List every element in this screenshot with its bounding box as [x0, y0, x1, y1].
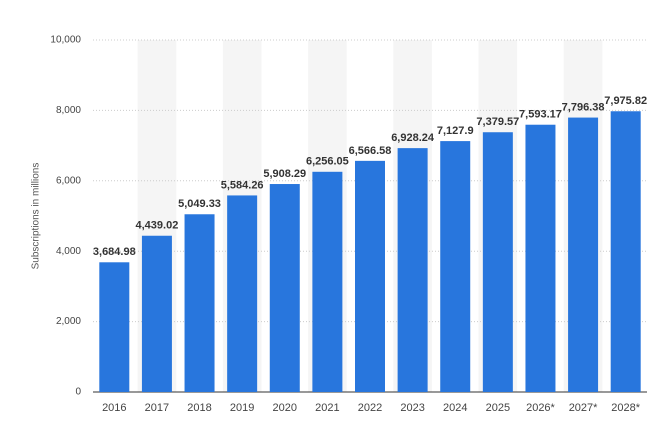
x-tick-label: 2020 [273, 402, 297, 414]
bar [610, 111, 641, 393]
y-tick-label: 0 [75, 387, 81, 398]
bar [525, 124, 556, 393]
value-label: 4,439.02 [136, 220, 179, 232]
value-label: 7,796.38 [562, 101, 605, 113]
bar [141, 235, 172, 392]
y-axis-label: Subscriptions in millions [31, 163, 42, 270]
x-tick-label: 2019 [230, 402, 254, 414]
value-label: 7,975.82 [604, 95, 647, 107]
x-tick-label: 2022 [358, 402, 382, 414]
x-tick-label: 2025 [486, 402, 510, 414]
y-tick-label: 4,000 [56, 246, 81, 257]
value-label: 6,256.05 [306, 156, 349, 168]
y-tick-label: 6,000 [56, 175, 81, 186]
bar [99, 262, 130, 392]
value-label: 7,379.57 [476, 116, 519, 128]
y-tick-label: 8,000 [56, 105, 81, 116]
x-tick-label: 2027* [569, 402, 598, 414]
bar [184, 214, 215, 392]
value-label: 3,684.98 [93, 246, 136, 258]
value-label: 6,566.58 [349, 145, 392, 157]
bar [440, 141, 471, 392]
value-label: 6,928.24 [391, 132, 435, 144]
bar [568, 117, 599, 393]
x-tick-label: 2026* [526, 402, 555, 414]
x-tick-label: 2023 [400, 402, 424, 414]
y-tick-label: 10,000 [50, 35, 81, 46]
bar [269, 184, 300, 392]
bar [227, 195, 258, 392]
value-label: 5,584.26 [221, 179, 264, 191]
value-label: 5,049.33 [178, 198, 221, 210]
bar [397, 148, 428, 392]
value-label: 5,908.29 [263, 168, 306, 180]
x-tick-label: 2021 [315, 402, 339, 414]
x-tick-label: 2028* [611, 402, 640, 414]
x-tick-label: 2018 [187, 402, 211, 414]
x-tick-label: 2016 [102, 402, 126, 414]
y-tick-label: 2,000 [56, 316, 81, 327]
x-tick-label: 2024 [443, 402, 467, 414]
bar [355, 160, 385, 392]
bar [482, 132, 513, 392]
value-label: 7,127.9 [437, 125, 474, 137]
x-tick-label: 2017 [145, 402, 169, 414]
bar [312, 171, 343, 392]
value-label: 7,593.17 [519, 109, 562, 121]
